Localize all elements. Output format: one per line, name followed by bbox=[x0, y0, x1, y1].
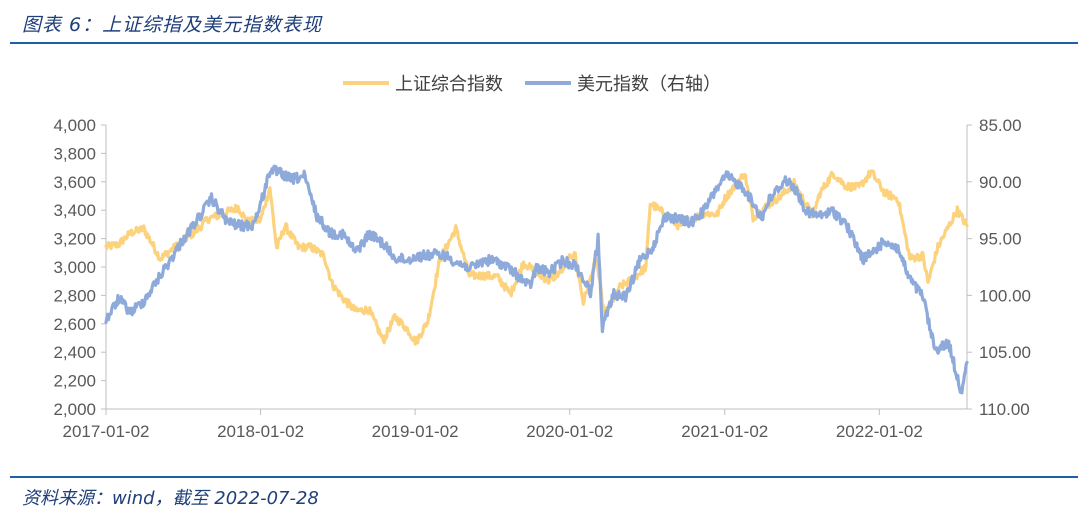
x-tick-label: 2022-01-02 bbox=[836, 422, 923, 441]
page-title: 图表 6：上证综指及美元指数表现 bbox=[22, 14, 323, 36]
right-tick-label: 110.00 bbox=[979, 400, 1030, 419]
series-line-shanghai-composite bbox=[104, 169, 969, 346]
legend-item-dollar: 美元指数（右轴） bbox=[525, 74, 721, 95]
right-tick-label: 100.00 bbox=[979, 286, 1031, 305]
left-tick-label: 3,800 bbox=[53, 144, 96, 163]
legend-label: 上证综合指数 bbox=[395, 74, 503, 95]
footer-divider bbox=[10, 476, 1078, 478]
left-tick-label: 3,200 bbox=[53, 230, 96, 249]
left-tick-label: 3,600 bbox=[53, 173, 96, 192]
series-line-dollar-index bbox=[104, 164, 969, 395]
left-tick-label: 2,000 bbox=[53, 400, 96, 419]
left-tick-label: 2,600 bbox=[53, 315, 96, 334]
right-tick-label: 90.00 bbox=[979, 173, 1022, 192]
x-tick-label: 2018-01-02 bbox=[217, 422, 304, 441]
chart-axes: 2,000 2,200 2,400 2,600 2,800 3,000 3,200 3,400… bbox=[53, 116, 1031, 441]
left-tick-label: 2,200 bbox=[53, 372, 96, 391]
legend-item-shanghai: 上证综合指数 bbox=[343, 74, 503, 95]
header-divider bbox=[10, 42, 1078, 44]
x-tick-label: 2017-01-02 bbox=[63, 422, 150, 441]
chart-legend: 上证综合指数 美元指数（右轴） bbox=[343, 74, 721, 95]
right-tick-label: 85.00 bbox=[979, 116, 1022, 135]
left-tick-label: 2,800 bbox=[53, 286, 96, 305]
left-tick-label: 3,400 bbox=[53, 201, 96, 220]
legend-label: 美元指数（右轴） bbox=[577, 74, 721, 95]
x-tick-label: 2021-01-02 bbox=[681, 422, 768, 441]
series-layer bbox=[104, 164, 969, 395]
left-tick-label: 2,400 bbox=[53, 343, 96, 362]
right-tick-label: 95.00 bbox=[979, 230, 1022, 249]
x-tick-label: 2019-01-02 bbox=[372, 422, 459, 441]
x-tick-label: 2020-01-02 bbox=[526, 422, 613, 441]
left-tick-label: 3,000 bbox=[53, 258, 96, 277]
left-tick-label: 4,000 bbox=[53, 116, 96, 135]
right-tick-label: 105.00 bbox=[979, 343, 1031, 362]
source-note: 资料来源：wind，截至 2022-07-28 bbox=[22, 488, 319, 509]
